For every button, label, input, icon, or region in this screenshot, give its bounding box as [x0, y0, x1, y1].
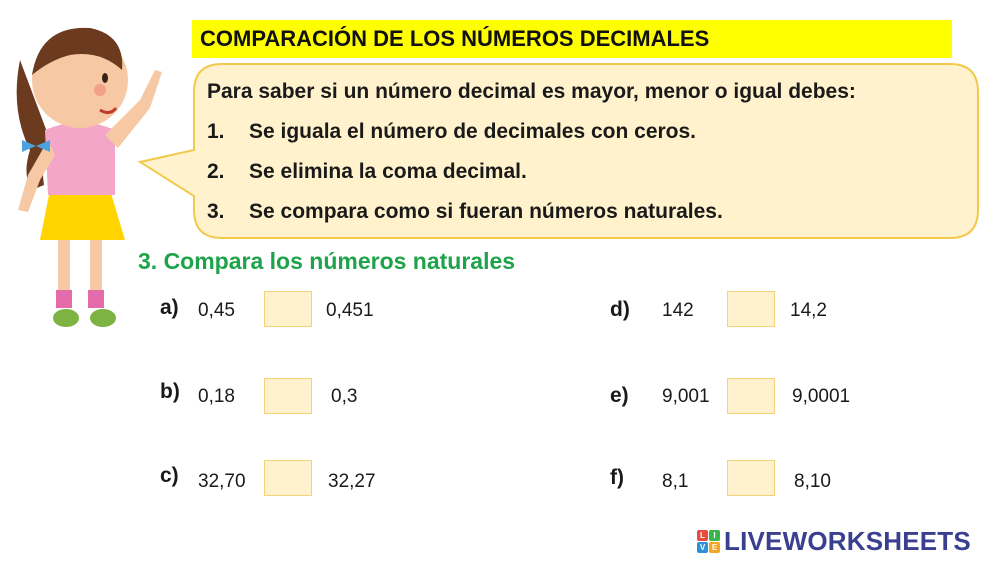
- item-letter: b): [160, 380, 180, 403]
- item-letter: e): [610, 384, 629, 407]
- logo-letter: V: [697, 541, 708, 553]
- item-letter: d): [610, 298, 630, 321]
- answer-box[interactable]: [264, 460, 312, 496]
- step-text: Se elimina la coma decimal.: [249, 160, 527, 183]
- liveworksheets-logo-icon: L I V E: [697, 529, 720, 553]
- step-number: 2.: [207, 160, 225, 183]
- answer-box[interactable]: [264, 291, 312, 327]
- exercise-title: 3. Compara los números naturales: [138, 248, 516, 274]
- item-right-number: 14,2: [790, 300, 827, 321]
- step-number: 1.: [207, 120, 225, 143]
- logo-letter: E: [709, 541, 720, 553]
- instruction-step: 3. Se compara como si fueran números nat…: [207, 192, 967, 232]
- item-letter: f): [610, 466, 624, 489]
- page-title: COMPARACIÓN DE LOS NÚMEROS DECIMALES: [192, 20, 952, 58]
- liveworksheets-logo: L I V E LIVEWORKSHEETS: [697, 523, 971, 559]
- item-left-number: 9,001: [662, 386, 710, 407]
- instruction-step: 2. Se elimina la coma decimal.: [207, 152, 967, 192]
- answer-box[interactable]: [264, 378, 312, 414]
- speech-bubble: [137, 63, 979, 239]
- item-left-number: 0,45: [198, 300, 235, 321]
- item-right-number: 8,10: [794, 471, 831, 492]
- logo-letter: I: [709, 529, 720, 541]
- item-right-number: 0,451: [326, 300, 374, 321]
- answer-box[interactable]: [727, 291, 775, 327]
- item-right-number: 0,3: [331, 386, 358, 407]
- step-text: Se compara como si fueran números natura…: [249, 200, 723, 223]
- step-number: 3.: [207, 200, 225, 223]
- item-left-number: 0,18: [198, 386, 235, 407]
- item-right-number: 9,0001: [792, 386, 851, 407]
- brand-name: LIVEWORKSHEETS: [724, 525, 971, 556]
- instructions-intro: Para saber si un número decimal es mayor…: [207, 80, 856, 103]
- instructions: Para saber si un número decimal es mayor…: [207, 72, 967, 232]
- item-letter: a): [160, 296, 179, 319]
- answer-box[interactable]: [727, 460, 775, 496]
- item-right-number: 32,27: [328, 471, 376, 492]
- item-left-number: 32,70: [198, 471, 246, 492]
- answer-box[interactable]: [727, 378, 775, 414]
- item-left-number: 142: [662, 300, 694, 321]
- item-left-number: 8,1: [662, 471, 689, 492]
- logo-letter: L: [697, 529, 708, 541]
- instruction-step: 1. Se iguala el número de decimales con …: [207, 112, 967, 152]
- item-letter: c): [160, 464, 179, 487]
- step-text: Se iguala el número de decimales con cer…: [249, 120, 697, 143]
